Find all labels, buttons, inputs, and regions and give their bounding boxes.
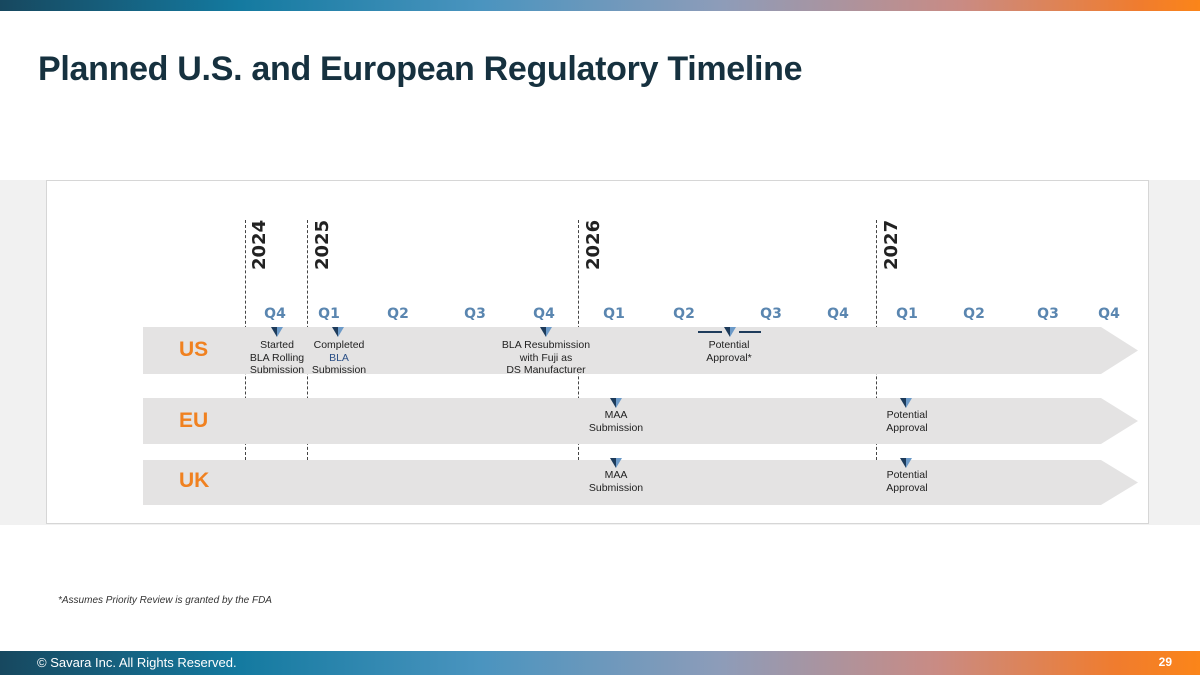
milestone-marker-icon (900, 398, 912, 408)
quarter-label: Q2 (963, 306, 985, 322)
event-line: BLA (329, 351, 349, 364)
milestone-marker-icon (332, 327, 344, 337)
page-number: 29 (1158, 655, 1172, 669)
event-line: Submission (588, 421, 644, 434)
quarter-label: Q1 (603, 306, 625, 322)
year-text: 2024 (249, 219, 270, 270)
event-line: Submission (249, 364, 305, 376)
event-eu-maa-submission: MAA Submission (561, 409, 671, 434)
year-text: 2025 (312, 219, 333, 270)
timeline-row-us: US (143, 327, 1138, 374)
event-us-completed-bla: Completed BLA Submission (284, 339, 394, 377)
event-line: Potential (886, 409, 928, 421)
event-us-bla-resubmission: BLA Resubmission with Fuji as DS Manufac… (481, 339, 611, 377)
quarter-label: Q1 (318, 306, 340, 322)
footer-gradient-bar (0, 651, 1200, 675)
row-arrow-shape (143, 327, 1138, 374)
timeline-row-eu: EU (143, 398, 1138, 444)
region-label-uk: UK (179, 469, 210, 492)
event-line: Approval (886, 481, 928, 494)
milestone-marker-icon (724, 327, 736, 337)
approval-range-line-left (698, 331, 722, 333)
milestone-marker-icon (540, 327, 552, 337)
top-gradient-bar (0, 0, 1200, 11)
event-line: Potential (886, 469, 928, 481)
event-line: Approval (886, 421, 928, 434)
approval-range-line-right (739, 331, 761, 333)
event-line: Submission (311, 364, 367, 376)
quarter-label: Q3 (1037, 306, 1059, 322)
event-line: Potential (708, 339, 750, 351)
event-line: MAA (604, 409, 628, 421)
footnote: *Assumes Priority Review is granted by t… (58, 595, 272, 606)
event-line: DS Manufacturer (506, 364, 586, 376)
event-us-started-bla: Started BLA Rolling Submission (222, 339, 332, 377)
event-line: MAA (604, 469, 628, 481)
row-arrow-shape (143, 398, 1138, 444)
footer-copyright: © Savara Inc. All Rights Reserved. (37, 655, 237, 670)
row-arrow-shape (143, 460, 1138, 505)
year-text: 2026 (583, 219, 604, 270)
event-line: Approval* (706, 351, 752, 364)
quarter-label: Q4 (1098, 306, 1120, 322)
quarter-label: Q2 (673, 306, 695, 322)
region-label-eu: EU (179, 409, 209, 432)
event-line: Started (260, 339, 294, 351)
milestone-marker-icon (610, 458, 622, 468)
milestone-marker-icon (271, 327, 283, 337)
event-line: BLA Rolling (249, 351, 305, 364)
quarter-label: Q4 (264, 306, 286, 322)
timeline-row-uk: UK (143, 460, 1138, 505)
event-us-potential-approval: Potential Approval* (674, 339, 784, 364)
event-line: BLA Resubmission (501, 339, 591, 351)
quarter-label: Q4 (533, 306, 555, 322)
region-label-us: US (179, 338, 209, 361)
quarter-label: Q3 (760, 306, 782, 322)
page-title: Planned U.S. and European Regulatory Tim… (38, 50, 803, 88)
event-line: Completed (313, 339, 365, 351)
milestone-marker-icon (610, 398, 622, 408)
event-line: Submission (588, 481, 644, 494)
event-line: with Fuji as (519, 351, 573, 364)
event-uk-maa-submission: MAA Submission (561, 469, 671, 494)
quarter-label: Q2 (387, 306, 409, 322)
milestone-marker-icon (900, 458, 912, 468)
event-uk-potential-approval: Potential Approval (852, 469, 962, 494)
quarter-label: Q4 (827, 306, 849, 322)
event-eu-potential-approval: Potential Approval (852, 409, 962, 434)
quarter-label: Q1 (896, 306, 918, 322)
quarter-label: Q3 (464, 306, 486, 322)
year-text: 2027 (881, 219, 902, 270)
